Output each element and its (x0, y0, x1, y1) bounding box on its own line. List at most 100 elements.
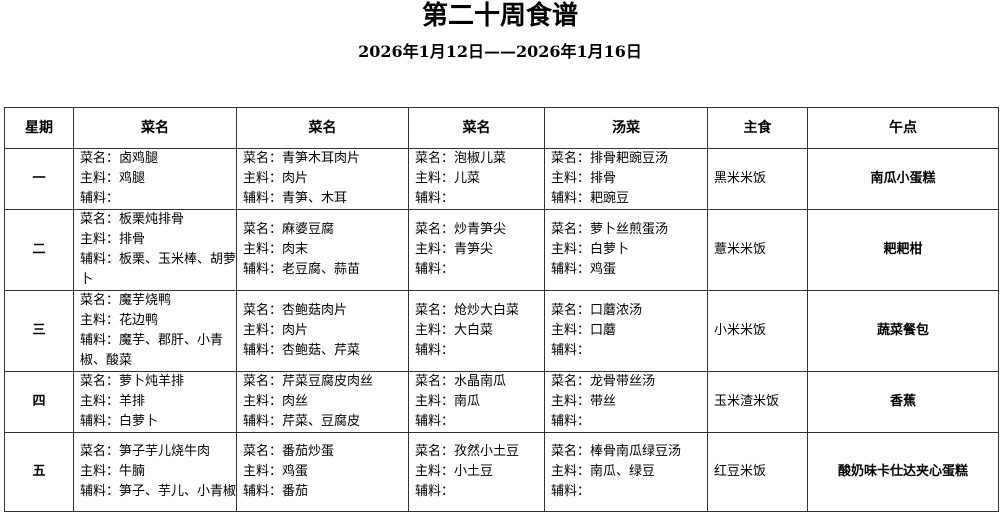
soup-cell: 菜名：排骨耙豌豆汤 主料：排骨辅料：耙豌豆 (544, 148, 708, 210)
main-ingredient: 主料：肉片 (243, 171, 309, 186)
menu-table: 星期 菜名 菜名 菜名 汤菜 主食 午点 一菜名：卤鸡腿 主料：鸡腿辅料： 菜名：青… (4, 107, 999, 512)
dish-name: 菜名：芹菜豆腐皮肉丝 (243, 374, 374, 389)
page-title: 第二十周食谱 (421, 1, 578, 31)
main-ingredient: 主料：白萝卜 (551, 242, 630, 257)
main-ingredient: 主料：口蘑 (551, 323, 617, 338)
main-ingredient: 主料：羊排 (80, 394, 146, 409)
side-ingredient: 辅料：笋子、芋儿、小青椒 (80, 484, 237, 499)
dish-name: 菜名：麻婆豆腐 (243, 222, 335, 237)
table-row: 二菜名：板栗炖排骨 主料：排骨 辅料：板栗、玉米棒、胡萝卜 菜名：麻婆豆腐 主料：肉末辅… (4, 209, 999, 291)
header-staple: 主食 (707, 107, 808, 149)
main-ingredient: 主料：鸡蛋 (243, 464, 309, 479)
dish-cell: 菜名：板栗炖排骨 主料：排骨辅料：板栗、玉米棒、胡萝卜 (73, 209, 237, 291)
dish-cell: 菜名：魔芋烧鸭 主料：花边鸭 辅料：魔芋、郡肝、小青椒、酸菜 (73, 290, 237, 372)
header-snack: 午点 (807, 107, 999, 149)
side-ingredient: 辅料：青笋、木耳 (243, 191, 348, 206)
snack-cell: 蔬菜餐包 (807, 290, 999, 372)
table-row: 五菜名：笋子芋儿烧牛肉 主料：牛腩 辅料：笋子、芋儿、小青椒 菜名：番茄炒蛋 主料：鸡蛋… (4, 432, 999, 512)
side-ingredient: 辅料： (415, 343, 455, 358)
side-ingredient: 辅料： (415, 414, 455, 429)
dish-name: 菜名：魔芋烧鸭 (80, 293, 172, 308)
dish-cell: 菜名：番茄炒蛋 主料：鸡蛋辅料：番茄 (236, 432, 409, 512)
header-row: 星期 菜名 菜名 菜名 汤菜 主食 午点 (4, 107, 999, 149)
dish-cell: 菜名：水晶南瓜 主料：南瓜辅料： (408, 371, 545, 433)
staple-cell: 玉米渣米饭 (707, 371, 808, 433)
main-ingredient: 主料：肉末 (243, 242, 309, 257)
weekday-cell: 二 (4, 209, 74, 291)
main-ingredient: 主料：大白菜 (415, 323, 494, 338)
dish-name: 菜名：龙骨带丝汤 (551, 374, 656, 389)
side-ingredient: 辅料：鸡蛋 (551, 262, 617, 277)
dish-name: 菜名：板栗炖排骨 (80, 212, 185, 227)
dish-name: 菜名：水晶南瓜 (415, 374, 507, 389)
dish-name: 菜名：杏鲍菇肉片 (243, 303, 348, 318)
dish-name: 菜名：卤鸡腿 (80, 151, 159, 166)
main-ingredient: 主料：青笋尖 (415, 242, 494, 257)
snack-cell: 香蕉 (807, 371, 999, 433)
dish-name: 菜名：孜然小土豆 (415, 444, 520, 459)
header-dish-3: 菜名 (408, 107, 545, 149)
main-ingredient: 主料：牛腩 (80, 464, 146, 479)
side-ingredient: 辅料：番茄 (243, 484, 309, 499)
dish-cell: 菜名：孜然小土豆 主料：小土豆 辅料： (408, 432, 545, 512)
main-ingredient: 主料：鸡腿 (80, 171, 146, 186)
side-ingredient: 辅料：魔芋、郡肝、小青椒、酸菜 (80, 333, 224, 368)
main-ingredient: 主料：南瓜 (415, 394, 481, 409)
header-weekday: 星期 (4, 107, 74, 149)
side-ingredient: 辅料： (551, 484, 591, 499)
main-ingredient: 主料：肉丝 (243, 394, 309, 409)
side-ingredient: 辅料： (551, 343, 591, 358)
side-ingredient: 辅料： (415, 262, 455, 277)
dish-cell: 菜名：麻婆豆腐 主料：肉末 辅料：老豆腐、蒜苗 (236, 209, 409, 291)
dish-name: 菜名：番茄炒蛋 (243, 444, 335, 459)
soup-cell: 菜名：棒骨南瓜绿豆汤 主料：南瓜、绿豆 辅料： (544, 432, 708, 512)
staple-cell: 薏米米饭 (707, 209, 808, 291)
table-row: 四菜名：萝卜炖羊排 主料：羊排 辅料：白萝卜 菜名：芹菜豆腐皮肉丝 主料：肉丝 辅料：芹菜… (4, 371, 999, 433)
weekday-cell: 一 (4, 148, 74, 210)
dish-name: 菜名：青笋木耳肉片 (243, 151, 361, 166)
side-ingredient: 辅料：白萝卜 (80, 414, 159, 429)
side-ingredient: 辅料：芹菜、豆腐皮 (243, 414, 361, 429)
snack-cell: 南瓜小蛋糕 (807, 148, 999, 210)
header-dish-2: 菜名 (236, 107, 409, 149)
dish-name: 菜名：萝卜炖羊排 (80, 374, 185, 389)
dish-name: 菜名：炝炒大白菜 (415, 303, 520, 318)
side-ingredient: 辅料：杏鲍菇、芹菜 (243, 343, 361, 358)
dish-name: 菜名：棒骨南瓜绿豆汤 (551, 444, 682, 459)
main-ingredient: 主料：小土豆 (415, 464, 494, 479)
dish-name: 菜名：泡椒儿菜 (415, 151, 507, 166)
weekday-cell: 三 (4, 290, 74, 372)
weekday-cell: 五 (4, 432, 74, 512)
side-ingredient: 辅料：耙豌豆 (551, 191, 630, 206)
main-ingredient: 主料：肉片 (243, 323, 309, 338)
main-ingredient: 主料：带丝 (551, 394, 617, 409)
dish-cell: 菜名：炝炒大白菜 主料：大白菜 辅料： (408, 290, 545, 372)
table-row: 三菜名：魔芋烧鸭 主料：花边鸭 辅料：魔芋、郡肝、小青椒、酸菜 菜名：杏鲍菇肉片 主料：… (4, 290, 999, 372)
header-soup: 汤菜 (544, 107, 708, 149)
snack-cell: 酸奶味卡仕达夹心蛋糕 (807, 432, 999, 512)
table-row: 一菜名：卤鸡腿 主料：鸡腿 辅料： 菜名：青笋木耳肉片 主料：肉片 辅料：青笋、木耳 菜名：… (4, 148, 999, 210)
dish-name: 菜名：炒青笋尖 (415, 222, 507, 237)
soup-cell: 菜名：口蘑浓汤 主料：口蘑辅料： (544, 290, 708, 372)
main-ingredient: 主料：儿菜 (415, 171, 481, 186)
dish-cell: 菜名：卤鸡腿 主料：鸡腿辅料： (73, 148, 237, 210)
dish-name: 菜名：萝卜丝煎蛋汤 (551, 222, 669, 237)
dish-cell: 菜名：泡椒儿菜 主料：儿菜辅料： (408, 148, 545, 210)
dish-name: 菜名：口蘑浓汤 (551, 303, 643, 318)
side-ingredient: 辅料： (80, 191, 120, 206)
side-ingredient: 辅料： (415, 191, 455, 206)
side-ingredient: 辅料：板栗、玉米棒、胡萝卜 (80, 252, 237, 287)
dish-cell: 菜名：杏鲍菇肉片 主料：肉片辅料：杏鲍菇、芹菜 (236, 290, 409, 372)
main-ingredient: 主料：南瓜、绿豆 (551, 464, 656, 479)
main-ingredient: 主料：排骨 (80, 232, 146, 247)
main-ingredient: 主料：排骨 (551, 171, 617, 186)
dish-cell: 菜名：炒青笋尖 主料：青笋尖 辅料： (408, 209, 545, 291)
header-dish-1: 菜名 (73, 107, 237, 149)
dish-cell: 菜名：芹菜豆腐皮肉丝 主料：肉丝辅料：芹菜、豆腐皮 (236, 371, 409, 433)
soup-cell: 菜名：龙骨带丝汤 主料：带丝辅料： (544, 371, 708, 433)
dish-name: 菜名：排骨耙豌豆汤 (551, 151, 669, 166)
staple-cell: 小米米饭 (707, 290, 808, 372)
side-ingredient: 辅料： (551, 414, 591, 429)
staple-cell: 黑米米饭 (707, 148, 808, 210)
date-range: 2026年1月12日——2026年1月16日 (358, 42, 642, 61)
